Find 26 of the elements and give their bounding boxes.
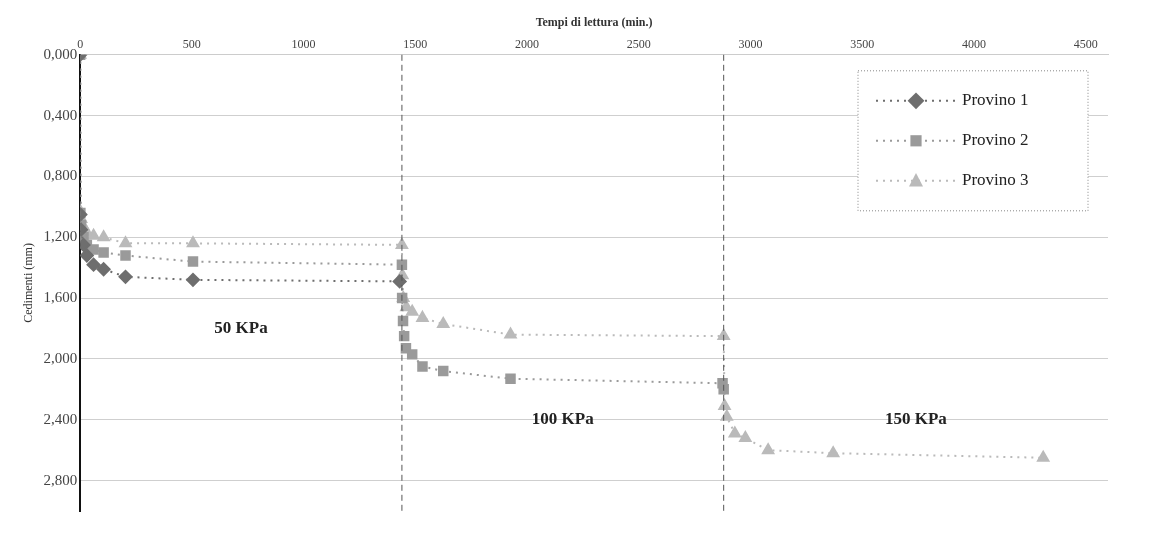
x-tick-label: 0 — [77, 36, 84, 51]
x-tick-label: 500 — [182, 36, 201, 51]
legend-label: Provino 2 — [962, 130, 1029, 150]
x-tick-label: 4500 — [1073, 36, 1098, 51]
y-tick-label: 2,800 — [43, 471, 78, 488]
legend-label: Provino 1 — [962, 90, 1029, 110]
x-tick-label: 1000 — [291, 36, 316, 51]
legend-label: Provino 3 — [962, 170, 1029, 190]
annotation: 150 KPa — [884, 409, 948, 429]
x-tick-label: 3000 — [738, 36, 763, 51]
y-tick-label: 0,800 — [43, 167, 78, 184]
y-tick-label: 0,400 — [43, 106, 78, 123]
y-axis-title: Cedimenti (mm) — [21, 243, 36, 323]
annotation: 50 KPa — [214, 317, 269, 337]
x-tick-label: 2000 — [515, 36, 540, 51]
x-tick-label: 3500 — [850, 36, 875, 51]
y-tick-label: 0,000 — [43, 45, 78, 62]
x-tick-label: 4000 — [961, 36, 986, 51]
y-tick-label: 1,600 — [43, 289, 78, 306]
annotation: 100 KPa — [531, 409, 595, 429]
x-tick-label: 1500 — [403, 36, 428, 51]
y-tick-label: 2,400 — [43, 410, 78, 427]
x-tick-label: 2500 — [626, 36, 651, 51]
y-tick-label: 1,200 — [43, 228, 78, 245]
y-tick-label: 2,000 — [43, 349, 78, 366]
x-axis-title: Tempi di lettura (min.) — [535, 15, 653, 30]
